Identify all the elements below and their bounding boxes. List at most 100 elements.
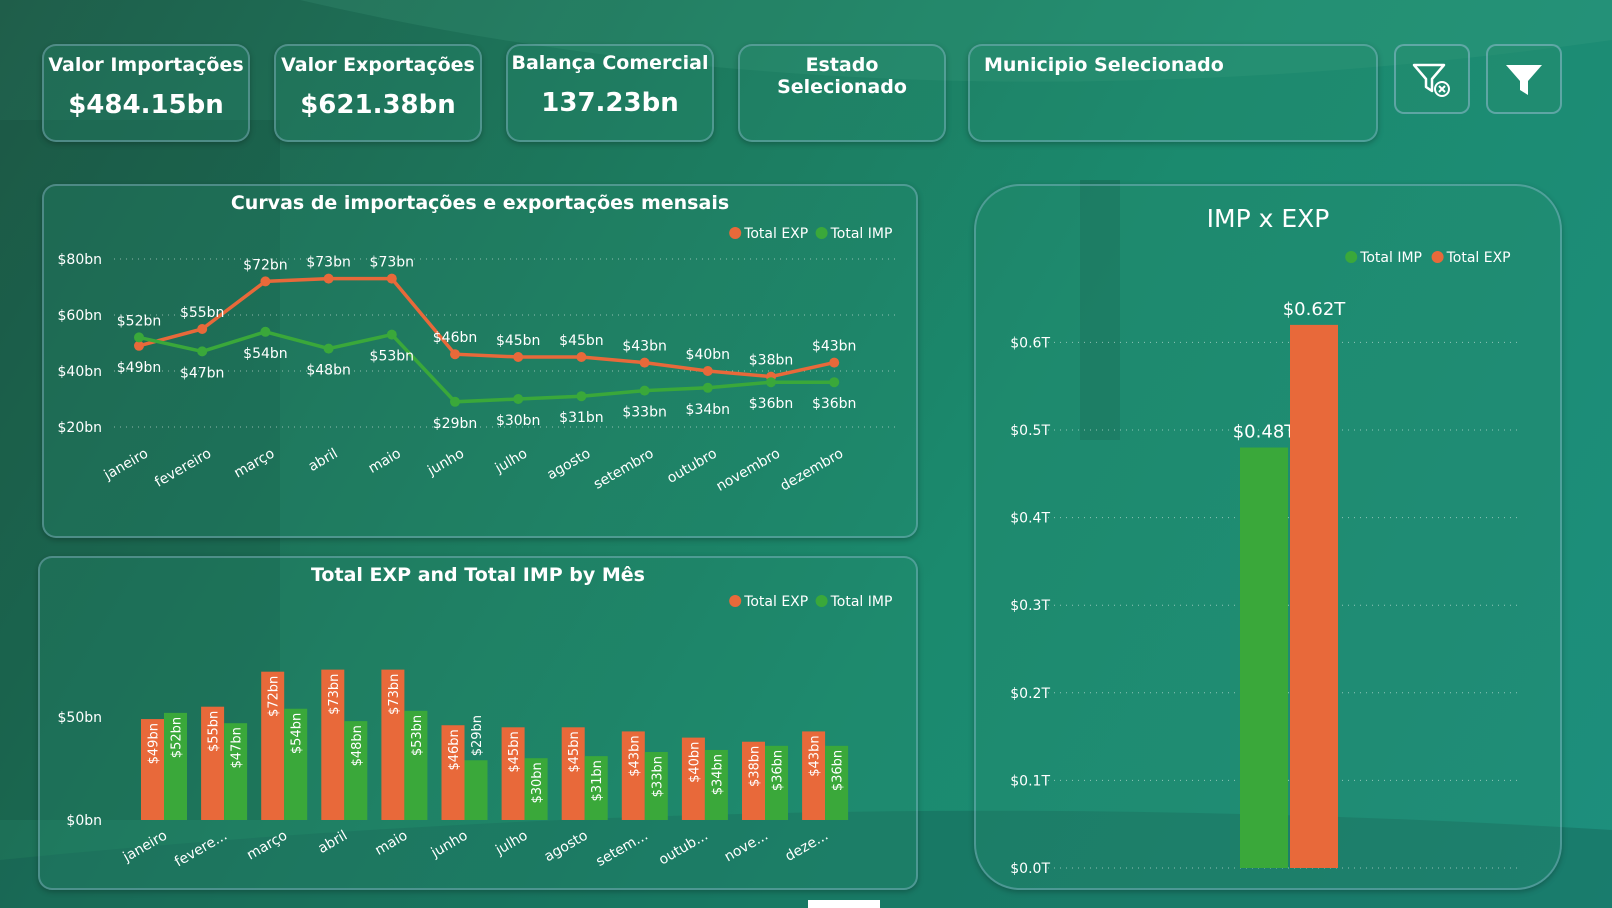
line-data-label-exp: $40bn [686,347,730,363]
imp-exp-title: IMP x EXP [1206,204,1330,233]
line-data-label-imp: $29bn [433,416,477,432]
ie-legend-label-0: Total IMP [1359,250,1422,266]
line-x-tick-label: setembro [591,446,657,493]
bar-data-label-imp: $52bn [170,717,185,758]
bar-y-tick-label: $0bn [66,813,102,829]
line-data-label-imp: $33bn [622,405,666,421]
line-data-label-exp: $43bn [812,339,856,355]
ie-data-label-exp: $0.62T [1283,299,1347,320]
line-x-tick-label: dezembro [778,446,847,495]
line-data-label-imp: $34bn [686,402,730,418]
bar-data-label-imp: $36bn [771,750,786,791]
line-data-label-imp: $48bn [306,363,350,379]
line-legend-marker-1 [815,227,828,239]
monthly-curves-title: Curvas de importações e exportações mens… [230,192,730,214]
ie-bar-imp [1240,447,1288,868]
line-point-imp [134,332,144,343]
line-data-label-exp: $72bn [243,257,287,273]
selected-state-card[interactable]: Estado Selecionado [738,44,946,142]
bar-data-label-exp: $43bn [808,735,823,776]
bar-x-tick-label: agosto [542,828,591,866]
bar-data-label-exp: $49bn [147,723,162,764]
bar-data-label-exp: $38bn [748,746,763,787]
line-point-imp [829,377,840,388]
bar-x-tick-label: abril [315,828,350,857]
line-point-exp [134,340,144,351]
bar-data-label-exp: $43bn [627,735,642,776]
clear-filters-button[interactable] [1394,44,1470,114]
line-data-label-imp: $30bn [496,413,540,429]
line-point-imp [323,343,334,354]
line-point-imp [639,385,650,396]
line-data-label-imp: $53bn [370,349,414,365]
filter-clear-icon [1412,63,1450,97]
line-y-tick-label: $80bn [58,252,102,268]
bar-x-tick-label: setem... [593,828,650,870]
bar-x-tick-label: fevere... [172,828,230,871]
line-point-exp [702,366,713,376]
bar-data-label-imp: $54bn [290,713,305,754]
bar-x-tick-label: junho [428,828,471,862]
bar-data-label-imp: $33bn [650,756,665,797]
selected-state-label: Estado Selecionado [777,54,907,98]
bar-data-label-exp: $55bn [207,711,222,752]
line-point-exp [576,352,587,362]
kpi-imports-value: $484.15bn [68,90,224,120]
bar-x-tick-label: maio [372,828,410,859]
bar-imp [404,710,428,820]
bar-x-tick-label: outub... [656,828,711,869]
line-x-tick-label: julho [492,446,530,477]
bar-x-tick-label: janeiro [120,828,170,866]
bar-legend-marker-0 [729,595,742,607]
bar-data-label-imp: $34bn [710,754,725,795]
bar-data-label-exp: $46bn [447,729,462,770]
kpi-card-balance: Balança Comercial 137.23bn [506,44,714,142]
monthly-bars-title: Total EXP and Total IMP by Mês [311,564,645,586]
selected-municipality-card[interactable]: Municipio Selecionado [968,44,1378,142]
bar-legend-label-0: Total EXP [743,594,808,610]
kpi-balance-value: 137.23bn [541,88,679,118]
bar-exp [802,731,826,820]
ie-bar-exp [1290,324,1338,868]
bar-exp [621,731,645,820]
bar-x-tick-label: deze... [783,828,832,865]
ie-y-tick-label: $0.0T [1010,861,1050,877]
bar-exp [321,669,345,820]
line-y-tick-label: $60bn [58,308,102,324]
bar-exp [742,741,765,820]
page-scroll-indicator[interactable] [808,900,880,908]
imp-exp-chart: Total EXP Total IMP $0.0T $0.1T $0.2T $0.3T $0… [1010,250,1518,877]
kpi-exports-label: Valor Exportações [281,54,475,76]
bar-exp [561,727,585,820]
bar-legend-label-1: Total IMP [830,594,893,610]
line-point-imp [513,394,524,404]
bar-imp [704,749,728,820]
line-x-tick-label: maio [366,446,404,477]
bar-data-label-imp: $30bn [530,762,545,803]
line-legend-marker-0 [729,227,742,239]
filter-panel-button[interactable] [1486,44,1562,114]
line-data-label-exp: $45bn [559,333,603,349]
imp-exp-card: IMP x EXP Total EXP Total IMP $0.0T $0.1T $0… [974,184,1562,890]
ie-legend-label-1: Total EXP [1446,250,1511,266]
line-legend-label-1: Total IMP [830,226,893,242]
bar-legend-marker-1 [815,595,828,607]
line-y-tick-label: $40bn [58,364,102,380]
kpi-imports-label: Valor Importações [48,54,244,76]
ie-y-tick-label: $0.6T [1010,335,1050,351]
bar-data-label-exp: $45bn [507,731,522,772]
bar-imp [524,758,548,820]
line-point-imp [702,382,713,393]
line-x-tick-label: janeiro [101,446,151,484]
line-point-exp [323,273,334,284]
line-data-label-imp: $36bn [812,396,856,412]
line-x-tick-label: agosto [544,446,593,484]
line-y-tick-label: $20bn [58,420,102,436]
line-data-label-imp: $36bn [749,396,793,412]
bar-imp [765,745,788,820]
bar-imp [224,723,248,820]
bar-data-label-imp: $47bn [230,727,245,768]
line-x-tick-label: outubro [664,446,719,487]
bar-imp [344,721,368,820]
bar-data-label-imp: $31bn [590,760,605,801]
